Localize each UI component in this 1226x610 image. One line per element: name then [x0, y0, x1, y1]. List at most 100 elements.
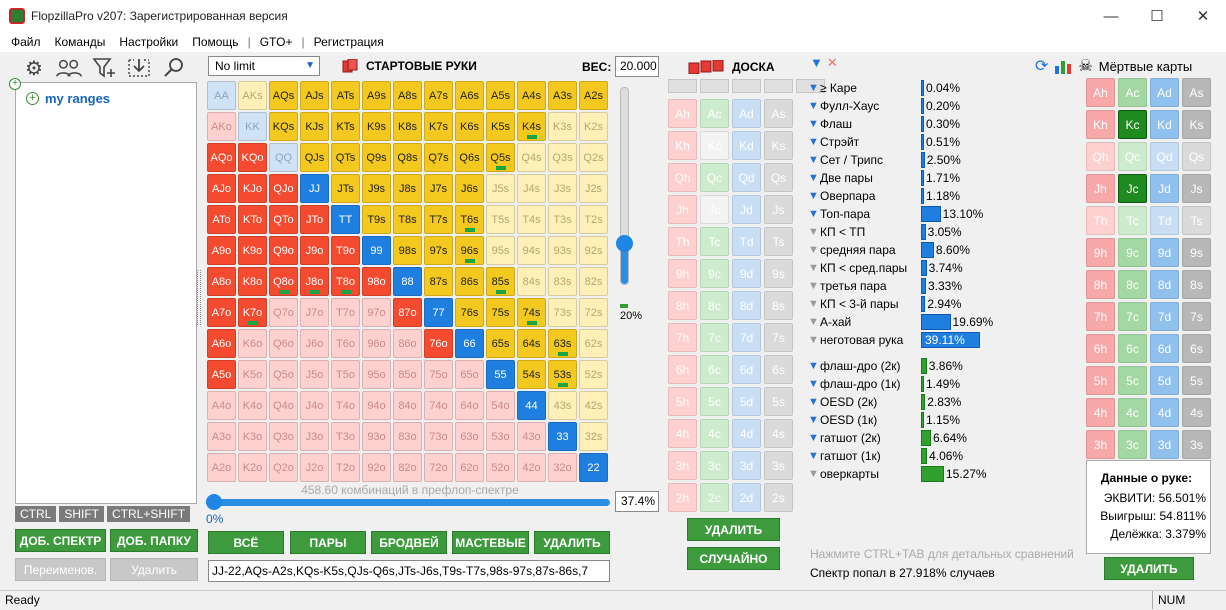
hand-cell[interactable]: K9s: [362, 112, 391, 141]
board-slot[interactable]: [796, 79, 825, 93]
card-4h[interactable]: 4h: [1086, 398, 1115, 427]
hand-cell[interactable]: J3o: [300, 422, 329, 451]
card-7s[interactable]: 7s: [1182, 302, 1211, 331]
card-8c[interactable]: 8c: [1118, 270, 1147, 299]
hand-cell[interactable]: A5o: [207, 360, 236, 389]
card-ks[interactable]: Ks: [1182, 110, 1211, 139]
filter-icon[interactable]: ▼: [808, 468, 819, 480]
hand-cell[interactable]: J5o: [300, 360, 329, 389]
range-string-input[interactable]: JJ-22,AQs-A2s,KQs-K5s,QJs-Q6s,JTs-J6s,T9…: [208, 560, 610, 582]
hand-cell[interactable]: K7o: [238, 298, 267, 327]
hand-cell[interactable]: T2o: [331, 453, 360, 482]
dead-delete-button[interactable]: УДАЛИТЬ: [1104, 557, 1194, 580]
card-jc[interactable]: Jc: [1118, 174, 1147, 203]
card-ah[interactable]: Ah: [668, 99, 697, 128]
hand-cell[interactable]: 84o: [393, 391, 422, 420]
filter-icon[interactable]: ▼: [808, 82, 819, 94]
card-6s[interactable]: 6s: [764, 355, 793, 384]
card-tc[interactable]: Tc: [700, 227, 729, 256]
hand-cell[interactable]: T3o: [331, 422, 360, 451]
card-5s[interactable]: 5s: [1182, 366, 1211, 395]
card-qh[interactable]: Qh: [668, 163, 697, 192]
select-suited-button[interactable]: МАСТЕВЫЕ: [452, 531, 529, 554]
hand-cell[interactable]: K3o: [238, 422, 267, 451]
hand-cell[interactable]: 52o: [486, 453, 515, 482]
card-6s[interactable]: 6s: [1182, 334, 1211, 363]
stat-row[interactable]: ▼ флаш-дро (2к) 3.86%: [808, 357, 1088, 375]
hand-cell[interactable]: Q4s: [517, 143, 546, 172]
hand-cell[interactable]: 52s: [579, 360, 608, 389]
card-2d[interactable]: 2d: [732, 483, 761, 512]
hand-cell[interactable]: T4s: [517, 205, 546, 234]
search-icon[interactable]: [160, 55, 188, 81]
filter-icon[interactable]: ▼: [808, 316, 819, 328]
card-jh[interactable]: Jh: [1086, 174, 1115, 203]
hand-cell[interactable]: 88: [393, 267, 422, 296]
hand-cell[interactable]: 63s: [548, 329, 577, 358]
card-7c[interactable]: 7c: [1118, 302, 1147, 331]
card-qd[interactable]: Qd: [1150, 142, 1179, 171]
card-6h[interactable]: 6h: [668, 355, 697, 384]
hand-cell[interactable]: 86s: [455, 267, 484, 296]
ctrl-shift-key[interactable]: CTRL+SHIFT: [107, 506, 191, 522]
hand-cell[interactable]: 66: [455, 329, 484, 358]
hand-cell[interactable]: 62o: [455, 453, 484, 482]
hand-cell[interactable]: T4o: [331, 391, 360, 420]
hand-cell[interactable]: 87o: [393, 298, 422, 327]
card-5h[interactable]: 5h: [668, 387, 697, 416]
hand-cell[interactable]: A8o: [207, 267, 236, 296]
hand-cell[interactable]: 42o: [517, 453, 546, 482]
hand-cell[interactable]: Q2o: [269, 453, 298, 482]
hand-cell[interactable]: KJo: [238, 174, 267, 203]
stat-row[interactable]: ▼ Сет / Трипс 2.50%: [808, 151, 1088, 169]
menu-help[interactable]: Помощь: [192, 35, 239, 49]
hand-cell[interactable]: A7s: [424, 81, 453, 110]
filter-add-icon[interactable]: [90, 55, 118, 81]
card-6h[interactable]: 6h: [1086, 334, 1115, 363]
menu-commands[interactable]: Команды: [54, 35, 106, 49]
board-slot[interactable]: [732, 79, 761, 93]
delete-hands-button[interactable]: УДАЛИТЬ: [534, 531, 610, 554]
hand-cell[interactable]: Q5s: [486, 143, 515, 172]
hand-cell[interactable]: 93o: [362, 422, 391, 451]
hand-cell[interactable]: 92s: [579, 236, 608, 265]
hand-cell[interactable]: AQo: [207, 143, 236, 172]
hand-cell[interactable]: 93s: [548, 236, 577, 265]
bar-chart-icon[interactable]: [1054, 58, 1072, 74]
hand-cell[interactable]: 73s: [548, 298, 577, 327]
hand-cell[interactable]: T9o: [331, 236, 360, 265]
hand-cell[interactable]: T6o: [331, 329, 360, 358]
splitter-handle[interactable]: [197, 270, 201, 325]
hand-cell[interactable]: 74o: [424, 391, 453, 420]
hand-cell[interactable]: 95s: [486, 236, 515, 265]
card-9s[interactable]: 9s: [764, 259, 793, 288]
select-all-button[interactable]: ВСЁ: [208, 531, 284, 554]
select-pairs-button[interactable]: ПАРЫ: [290, 531, 366, 554]
hand-cell[interactable]: 96s: [455, 236, 484, 265]
filter-icon[interactable]: ▼: [808, 360, 819, 372]
hand-cell[interactable]: K2o: [238, 453, 267, 482]
hand-cell[interactable]: 32o: [548, 453, 577, 482]
card-ts[interactable]: Ts: [1182, 206, 1211, 235]
hand-cell[interactable]: T8o: [331, 267, 360, 296]
card-9s[interactable]: 9s: [1182, 238, 1211, 267]
stat-row[interactable]: ▼ Две пары 1.71%: [808, 169, 1088, 187]
filter-icon[interactable]: ▼: [808, 136, 819, 148]
card-6d[interactable]: 6d: [1150, 334, 1179, 363]
hand-cell[interactable]: QTo: [269, 205, 298, 234]
card-kd[interactable]: Kd: [732, 131, 761, 160]
stat-row[interactable]: ▼ Топ-пара 13.10%: [808, 205, 1088, 223]
range-slider-knob[interactable]: [206, 494, 222, 510]
hand-cell[interactable]: QJo: [269, 174, 298, 203]
card-js[interactable]: Js: [1182, 174, 1211, 203]
hand-cell[interactable]: T8s: [393, 205, 422, 234]
card-th[interactable]: Th: [1086, 206, 1115, 235]
hand-cell[interactable]: 94o: [362, 391, 391, 420]
filter-icon[interactable]: ▼: [808, 396, 819, 408]
hand-cell[interactable]: AJo: [207, 174, 236, 203]
card-2h[interactable]: 2h: [668, 483, 697, 512]
hand-cell[interactable]: J8o: [300, 267, 329, 296]
hand-cell[interactable]: 43o: [517, 422, 546, 451]
card-7d[interactable]: 7d: [732, 323, 761, 352]
hand-cell[interactable]: A8s: [393, 81, 422, 110]
